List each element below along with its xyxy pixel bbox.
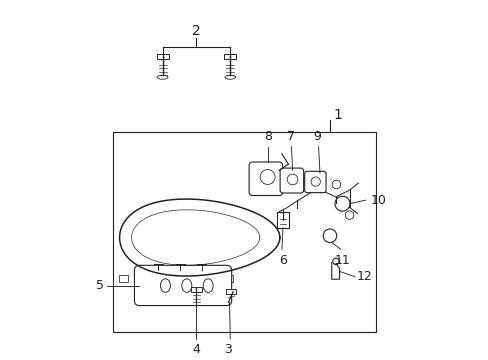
Text: 7: 7 [286,130,294,143]
FancyBboxPatch shape [304,171,325,193]
Text: 11: 11 [334,253,349,266]
Bar [224,275,232,282]
Ellipse shape [203,279,213,292]
Text: 5: 5 [96,279,104,292]
Circle shape [310,177,320,186]
Bar [191,287,202,292]
Text: 3: 3 [224,343,232,356]
Text: 12: 12 [356,270,372,283]
Text: 6: 6 [279,253,286,266]
Bar [184,275,193,282]
Bar [149,275,158,282]
Ellipse shape [157,75,167,79]
Bar [156,54,168,59]
Bar [276,212,288,228]
Text: 2: 2 [192,24,201,38]
Circle shape [286,174,297,185]
FancyBboxPatch shape [134,265,231,306]
Bar [224,54,236,59]
Circle shape [345,211,353,219]
Circle shape [334,196,349,211]
Circle shape [331,180,340,189]
Bar [225,289,236,294]
Text: 8: 8 [263,130,271,143]
Ellipse shape [182,279,191,292]
Circle shape [260,170,275,184]
Ellipse shape [160,279,170,292]
FancyBboxPatch shape [280,168,303,193]
FancyBboxPatch shape [248,162,282,195]
Ellipse shape [224,75,235,79]
Text: 1: 1 [333,108,342,122]
Text: 10: 10 [370,194,386,207]
Circle shape [323,229,336,243]
Bar [119,275,127,282]
Text: 9: 9 [313,130,321,143]
Text: 4: 4 [192,343,200,356]
Circle shape [332,258,339,265]
Bar [113,132,375,332]
